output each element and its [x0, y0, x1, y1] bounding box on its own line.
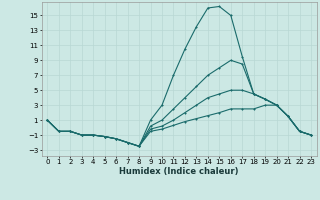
X-axis label: Humidex (Indice chaleur): Humidex (Indice chaleur): [119, 167, 239, 176]
